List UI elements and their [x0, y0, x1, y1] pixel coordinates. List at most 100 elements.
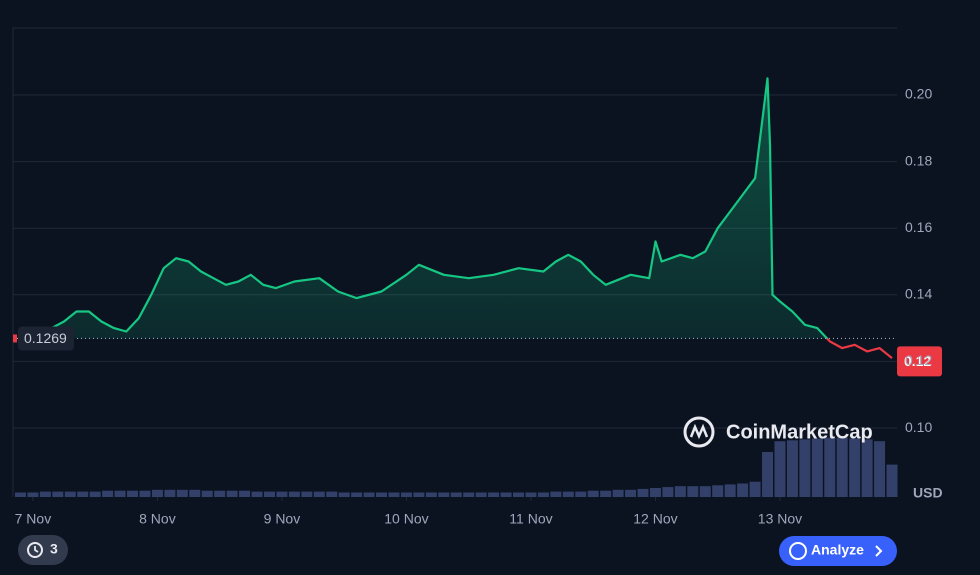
x-tick-label: 13 Nov: [758, 511, 802, 527]
x-tick-label: 9 Nov: [264, 511, 301, 527]
volume-bar: [89, 491, 101, 497]
price-tag-bg: [897, 346, 942, 377]
volume-bar: [687, 486, 699, 497]
volume-bar: [326, 491, 338, 497]
volume-bar: [201, 490, 213, 497]
baseline-label: 0.1269: [24, 330, 67, 346]
volume-bar: [438, 492, 450, 497]
volume-bar: [425, 492, 437, 497]
volume-bar: [226, 490, 238, 497]
volume-bar: [600, 490, 612, 497]
volume-bar: [525, 492, 537, 497]
y-tick-label: 0.12: [905, 352, 932, 368]
volume-bar: [151, 489, 163, 497]
volume-bar: [363, 492, 375, 497]
volume-bar: [64, 491, 76, 497]
x-tick-label: 7 Nov: [15, 511, 52, 527]
analyze-label: Analyze: [811, 542, 864, 558]
watermark-logo: [683, 416, 715, 448]
volume-bar: [625, 489, 637, 497]
volume-bar: [874, 441, 886, 497]
volume-bar: [52, 491, 64, 497]
volume-bar: [351, 492, 363, 497]
analyze-button[interactable]: Analyze: [779, 536, 897, 566]
watermark-logo-mark: [689, 423, 709, 440]
volume-bar: [836, 437, 848, 497]
volume-bar: [164, 489, 176, 497]
history-badge[interactable]: 3: [18, 535, 68, 565]
volume-bar: [537, 492, 549, 497]
y-tick-label: 0.18: [905, 152, 932, 168]
history-icon-hands: [34, 546, 39, 553]
volume-bar: [699, 486, 711, 497]
volume-bar: [214, 490, 226, 497]
volume-bar: [102, 490, 114, 497]
volume-bar: [475, 492, 487, 497]
volume-bar: [799, 439, 811, 497]
volume-bar: [749, 481, 761, 497]
volume-bar: [500, 492, 512, 497]
volume-bar: [786, 440, 798, 497]
volume-bar: [488, 492, 500, 497]
analyze-icon: [789, 542, 807, 560]
volume-bar: [774, 441, 786, 497]
volume-bar: [575, 491, 587, 497]
history-icon: [27, 542, 43, 558]
volume-bar: [712, 485, 724, 497]
volume-bar: [413, 492, 425, 497]
volume-bar: [189, 489, 201, 497]
volume-bar: [674, 486, 686, 497]
volume-bar: [463, 492, 475, 497]
volume-bar: [512, 492, 524, 497]
x-tick-label: 8 Nov: [139, 511, 176, 527]
volume-bar: [649, 488, 661, 497]
volume-bar: [550, 491, 562, 497]
price-tag-label: 0.12: [904, 353, 931, 369]
volume-bar: [39, 491, 51, 497]
y-tick-label: 0.20: [905, 86, 932, 102]
volume-bar: [587, 490, 599, 497]
volume-bar: [263, 491, 275, 497]
y-tick-label: 0.14: [905, 286, 932, 302]
volume-bar: [811, 438, 823, 497]
volume-bar: [400, 492, 412, 497]
volume-bar: [637, 488, 649, 497]
volume-bar: [139, 490, 151, 497]
volume-bar: [612, 489, 624, 497]
volume-bar: [288, 491, 300, 497]
volume-bar: [27, 492, 39, 497]
volume-bar: [114, 490, 126, 497]
volume-layer: [14, 437, 898, 497]
volume-bar: [450, 492, 462, 497]
volume-bar: [276, 491, 288, 497]
volume-bar: [251, 491, 263, 497]
volume-bar: [562, 491, 574, 497]
y-tick-label: 0.10: [905, 419, 932, 435]
volume-bar: [14, 492, 26, 497]
x-tick-label: 10 Nov: [384, 511, 428, 527]
analyze-button-bg[interactable]: [779, 536, 897, 566]
volume-bar: [77, 491, 89, 497]
volume-bar: [662, 487, 674, 497]
price-area: [51, 78, 828, 339]
x-tick-label: 11 Nov: [509, 511, 552, 527]
y-tick-label: 0.16: [905, 219, 932, 235]
volume-bar: [338, 492, 350, 497]
volume-bar: [313, 491, 325, 497]
plot-layer: 0.1269 0.12: [13, 77, 942, 377]
volume-bar: [176, 489, 188, 497]
volume-bar: [849, 438, 861, 497]
volume-bar: [824, 437, 836, 497]
y-unit: USD: [913, 485, 943, 501]
x-tick-label: 12 Nov: [633, 511, 677, 527]
watermark-text: CoinMarketCap: [726, 421, 873, 443]
volume-bar: [239, 490, 251, 497]
baseline-marker: [13, 334, 17, 343]
history-count: 3: [50, 541, 58, 557]
volume-bar: [886, 464, 898, 497]
volume-bar: [762, 452, 774, 497]
volume-bar: [737, 483, 749, 497]
price-line: [51, 77, 893, 359]
